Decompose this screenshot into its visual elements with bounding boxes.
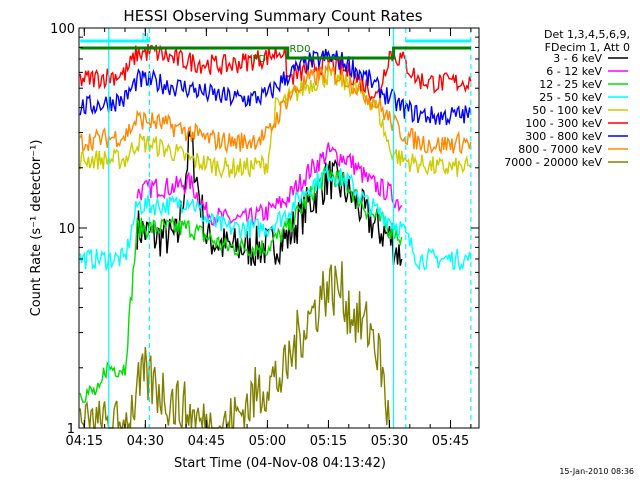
legend-label-3: 12 - 25 keV [539, 78, 602, 91]
series-line-3 [79, 166, 403, 404]
y-tick-label-2: 10 [58, 222, 75, 237]
x-axis-label: Start Time (04-Nov-08 04:13:42) [174, 456, 386, 471]
x-tick-label-3: 04:45 [188, 434, 225, 449]
legend: Det 1,3,4,5,6,9,FDecim 1, Att 03 - 6 keV… [504, 28, 630, 169]
x-tick-label-1: 04:15 [66, 434, 103, 449]
series-line-2 [136, 142, 403, 227]
y-axis-label: Count Rate (s⁻¹ detector⁻¹) [29, 140, 44, 317]
legend-label-1: 3 - 6 keV [553, 52, 602, 65]
series-line-5 [79, 65, 472, 179]
axis-layer: 04:15 04:30 04:45 05:00 05:15 05:30 05:45 1 10 10… [50, 22, 479, 449]
chart-title: HESSI Observing Summary Count Rates [123, 7, 422, 25]
legend-label-2: 6 - 12 keV [546, 65, 602, 78]
annotation-rd0: RD0 [289, 44, 310, 55]
legend-label-9: 7000 - 20000 keV [504, 156, 602, 169]
series-line-8 [79, 62, 472, 155]
annotation-layer: N PD RD0 [80, 28, 472, 428]
x-tick-label-6: 05:30 [371, 434, 408, 449]
series-line-4 [79, 163, 472, 272]
x-tick-label-2: 04:30 [127, 434, 164, 449]
legend-header-2: FDecim 1, Att 0 [545, 41, 630, 54]
x-tick-label-4: 05:00 [249, 434, 286, 449]
x-tick-label-7: 05:45 [432, 434, 469, 449]
legend-header-1: Det 1,3,4,5,6,9, [544, 28, 630, 41]
annotation-n: N [142, 32, 149, 43]
series-line-9 [79, 261, 391, 429]
legend-label-8: 800 - 7000 keV [518, 143, 602, 156]
series-layer [79, 44, 472, 429]
decimation-bar [80, 46, 471, 60]
y-tick-label-3: 100 [50, 22, 75, 37]
annotation-pd: PD [252, 54, 266, 65]
y-tick-label-1: 1 [67, 422, 75, 437]
legend-label-4: 25 - 50 keV [539, 91, 602, 104]
legend-label-5: 50 - 100 keV [532, 104, 602, 117]
legend-label-7: 300 - 800 keV [525, 130, 602, 143]
footer-date: 15-Jan-2010 08:36 [559, 467, 634, 476]
legend-label-6: 100 - 300 keV [525, 117, 602, 130]
x-tick-label-5: 05:15 [310, 434, 347, 449]
